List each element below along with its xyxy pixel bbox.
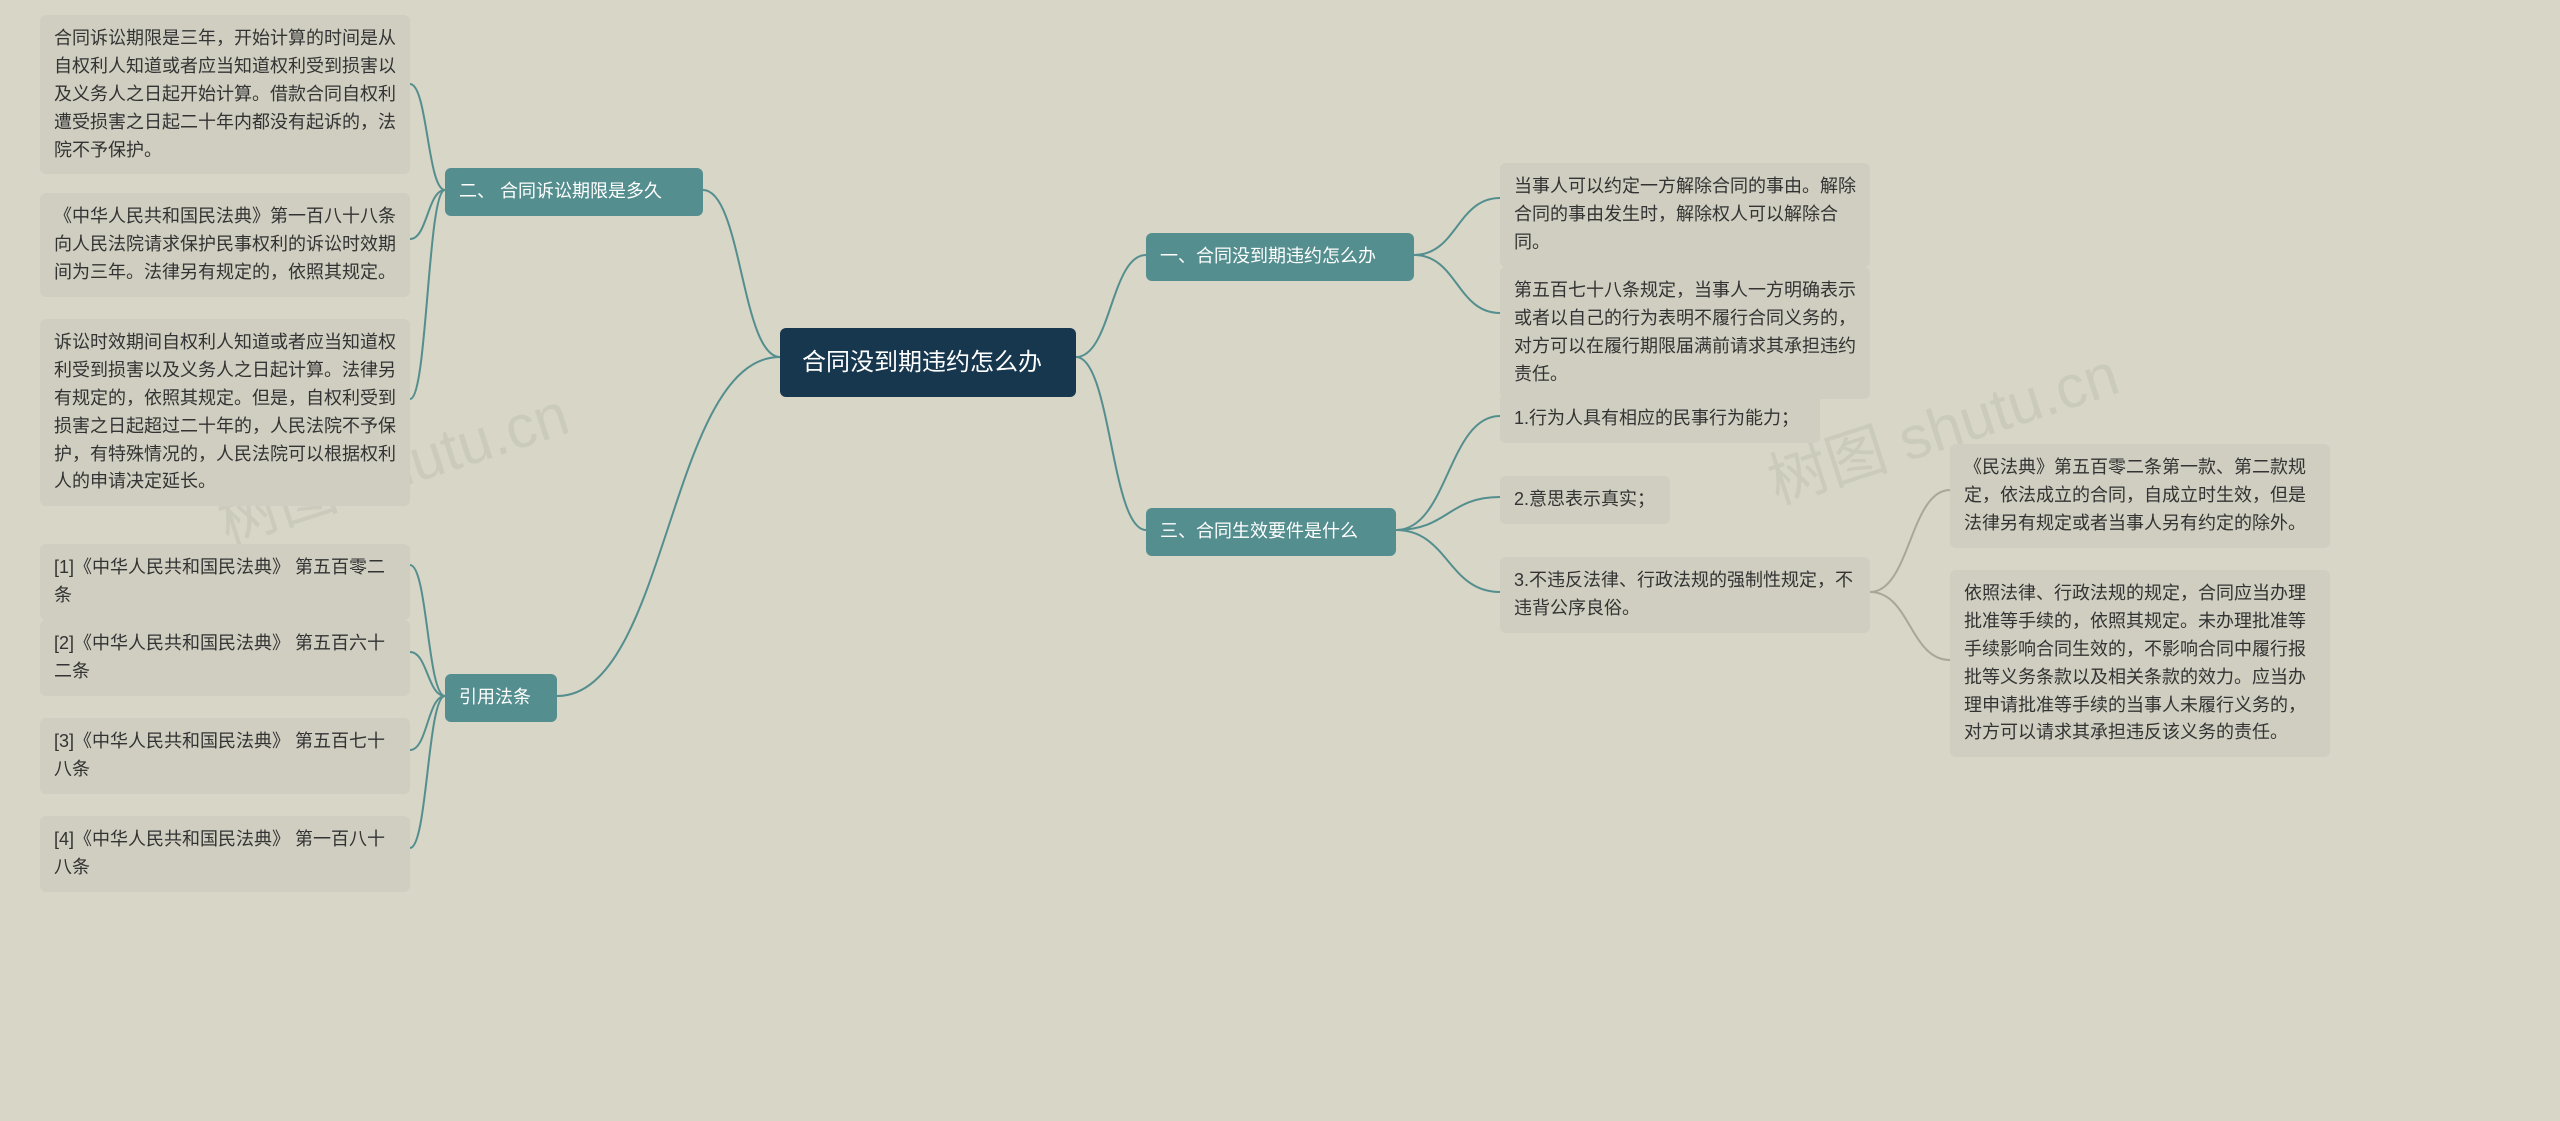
branch-node: 二、 合同诉讼期限是多久 (445, 168, 703, 216)
leaf-node: 2.意思表示真实； (1500, 476, 1670, 524)
leaf-node: 合同诉讼期限是三年，开始计算的时间是从自权利人知道或者应当知道权利受到损害以及义… (40, 15, 410, 174)
leaf-node: 《民法典》第五百零二条第一款、第二款规定，依法成立的合同，自成立时生效，但是法律… (1950, 444, 2330, 548)
root-node: 合同没到期违约怎么办 (780, 328, 1076, 397)
branch-node: 一、合同没到期违约怎么办 (1146, 233, 1414, 281)
leaf-node: 3.不违反法律、行政法规的强制性规定，不违背公序良俗。 (1500, 557, 1870, 633)
leaf-node: 当事人可以约定一方解除合同的事由。解除合同的事由发生时，解除权人可以解除合同。 (1500, 163, 1870, 267)
branch-node: 引用法条 (445, 674, 557, 722)
leaf-node: 《中华人民共和国民法典》第一百八十八条向人民法院请求保护民事权利的诉讼时效期间为… (40, 193, 410, 297)
leaf-node: 1.行为人具有相应的民事行为能力； (1500, 395, 1820, 443)
branch-node: 三、合同生效要件是什么 (1146, 508, 1396, 556)
leaf-node: [3]《中华人民共和国民法典》 第五百七十八条 (40, 718, 410, 794)
leaf-node: 诉讼时效期间自权利人知道或者应当知道权利受到损害以及义务人之日起计算。法律另有规… (40, 319, 410, 506)
leaf-node: 第五百七十八条规定，当事人一方明确表示或者以自己的行为表明不履行合同义务的，对方… (1500, 267, 1870, 399)
leaf-node: [1]《中华人民共和国民法典》 第五百零二条 (40, 544, 410, 620)
leaf-node: 依照法律、行政法规的规定，合同应当办理批准等手续的，依照其规定。未办理批准等手续… (1950, 570, 2330, 757)
leaf-node: [2]《中华人民共和国民法典》 第五百六十二条 (40, 620, 410, 696)
leaf-node: [4]《中华人民共和国民法典》 第一百八十八条 (40, 816, 410, 892)
